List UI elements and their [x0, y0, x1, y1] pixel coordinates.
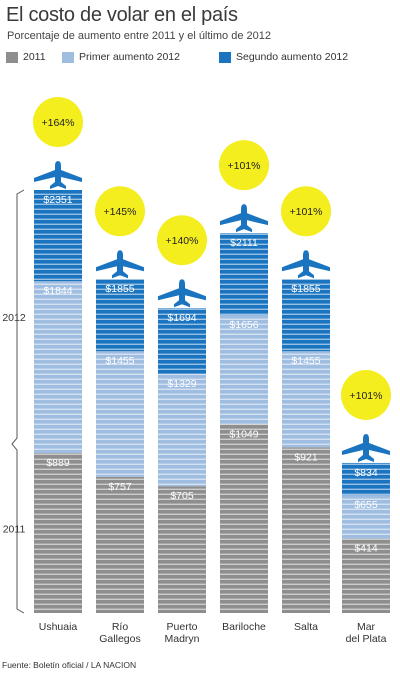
legend-swatch-segundo-aumento [219, 51, 231, 63]
data-label: $1694 [167, 312, 196, 324]
airplane-icon [220, 204, 268, 233]
bar-stripes [158, 308, 206, 613]
data-label: $1844 [43, 285, 72, 297]
bar-stripes [282, 279, 330, 613]
chart-subtitle: Porcentaje de aumento entre 2011 y el úl… [7, 30, 271, 42]
category-label: Gallegos [99, 633, 140, 645]
category-label: Río [112, 621, 129, 633]
data-label: $921 [294, 451, 318, 463]
increase-circle [95, 186, 145, 237]
data-label: $1455 [105, 355, 134, 367]
data-label: $1656 [229, 319, 258, 331]
bracket-label-2012: 2012 [2, 312, 26, 324]
data-label: $1855 [105, 283, 134, 295]
legend-label-primer-aumento: Primer aumento 2012 [79, 51, 180, 63]
increase-circle [281, 186, 331, 237]
legend-label-2011: 2011 [23, 51, 46, 63]
data-label: $705 [170, 490, 194, 502]
increase-label: +140% [166, 235, 199, 247]
increase-label: +164% [42, 117, 75, 129]
data-label: $655 [354, 499, 378, 511]
airplane-icon [342, 433, 390, 462]
data-label: $1855 [291, 283, 320, 295]
legend-item-primer-aumento: Primer aumento 2012 [62, 51, 180, 63]
category-label: Bariloche [222, 621, 266, 633]
bar-stripes [34, 190, 82, 613]
increase-circle [341, 369, 391, 420]
category-label: Puerto [167, 621, 198, 633]
data-label: $1049 [229, 428, 258, 440]
airplane-icon [282, 250, 330, 279]
category-label: Ushuaia [39, 621, 78, 633]
category-label: Madryn [164, 633, 199, 645]
legend-swatch-2011 [6, 51, 18, 63]
source-note: Fuente: Boletín oficial / LA NACION [2, 660, 137, 670]
bar-stripes [342, 462, 390, 613]
data-label: $2111 [230, 237, 258, 249]
data-label: $1455 [291, 355, 320, 367]
airplane-icon [158, 279, 206, 308]
chart-title: El costo de volar en el país [6, 4, 238, 26]
legend-item-2011: 2011 [6, 51, 46, 63]
data-label: $1329 [167, 378, 196, 390]
legend-label-segundo-aumento: Segundo aumento 2012 [236, 51, 349, 63]
year-bracket [11, 189, 25, 614]
legend: 2011 Primer aumento 2012 Segundo aumento… [4, 51, 396, 67]
legend-swatch-primer-aumento [62, 51, 74, 63]
data-label: $834 [354, 467, 378, 479]
data-label: $414 [354, 543, 378, 555]
increase-circle [33, 97, 83, 147]
bar-stripes [220, 233, 268, 613]
increase-label: +145% [104, 206, 137, 218]
category-label: del Plata [346, 633, 387, 645]
data-label: $889 [46, 457, 70, 469]
airplane-icon [96, 250, 144, 279]
increase-label: +101% [350, 390, 383, 402]
category-label: Mar [357, 621, 376, 633]
bracket-label-2011: 2011 [3, 524, 26, 536]
data-label: $757 [108, 481, 132, 493]
airplane-icon [34, 161, 82, 189]
increase-label: +101% [290, 206, 323, 218]
data-label: $2351 [43, 194, 72, 206]
bar-stripes [96, 279, 144, 613]
legend-item-segundo-aumento: Segundo aumento 2012 [219, 51, 348, 63]
category-label: Salta [294, 621, 318, 633]
increase-circle [219, 140, 269, 191]
increase-circle [157, 215, 207, 266]
increase-label: +101% [228, 160, 261, 172]
